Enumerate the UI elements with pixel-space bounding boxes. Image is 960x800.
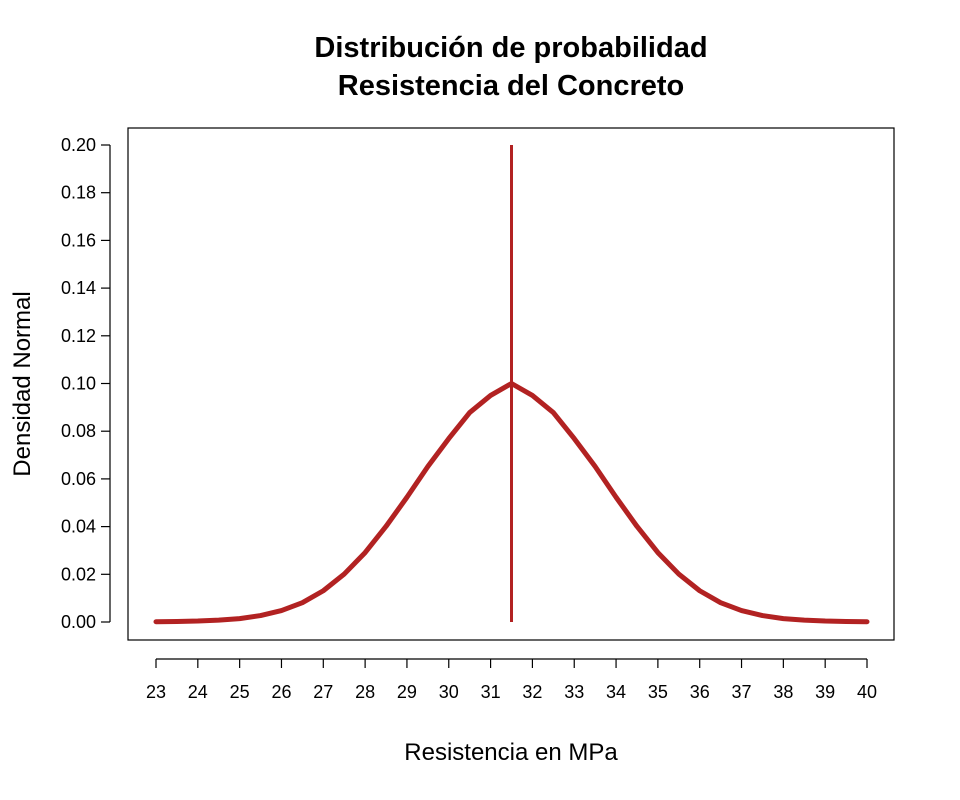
x-tick-label: 33 xyxy=(564,682,584,702)
x-tick-label: 36 xyxy=(690,682,710,702)
y-tick-label: 0.14 xyxy=(61,278,96,298)
x-axis: 23 24 25 26 27 28 29 30 31 32 33 34 35 36 37 38 39 40 xyxy=(146,658,877,702)
y-tick-label: 0.18 xyxy=(61,183,96,203)
y-tick-label: 0.16 xyxy=(61,230,96,250)
x-tick-label: 30 xyxy=(439,682,459,702)
x-tick-label: 31 xyxy=(481,682,501,702)
x-tick-label: 25 xyxy=(230,682,250,702)
x-tick-label: 39 xyxy=(815,682,835,702)
chart-subtitle: Resistencia del Concreto xyxy=(338,70,685,102)
x-tick-label: 26 xyxy=(271,682,291,702)
y-tick-label: 0.20 xyxy=(61,135,96,155)
y-axis: 0.00 0.02 0.04 0.06 0.08 0.10 0.12 0.14 0.16 0.18… xyxy=(61,135,111,632)
chart-title: Distribución de probabilidad xyxy=(314,32,707,64)
y-tick-label: 0.12 xyxy=(61,326,96,346)
plot-frame xyxy=(127,127,895,641)
x-tick-label: 34 xyxy=(606,682,626,702)
x-tick-label: 28 xyxy=(355,682,375,702)
x-axis-label: Resistencia en MPa xyxy=(404,739,618,766)
y-axis-label: Densidad Normal xyxy=(9,291,36,476)
x-tick-label: 40 xyxy=(857,682,877,702)
x-tick-label: 29 xyxy=(397,682,417,702)
x-tick-label: 27 xyxy=(313,682,333,702)
y-tick-label: 0.02 xyxy=(61,564,96,584)
y-tick-label: 0.10 xyxy=(61,374,96,394)
x-tick-label: 38 xyxy=(773,682,793,702)
y-tick-label: 0.06 xyxy=(61,469,96,489)
x-tick-label: 35 xyxy=(648,682,668,702)
x-tick-label: 32 xyxy=(522,682,542,702)
x-tick-label: 24 xyxy=(188,682,208,702)
y-tick-label: 0.00 xyxy=(61,612,96,632)
plot-layer xyxy=(153,145,870,625)
y-tick-label: 0.04 xyxy=(61,517,96,537)
x-tick-label: 37 xyxy=(732,682,752,702)
x-tick-label: 23 xyxy=(146,682,166,702)
y-tick-label: 0.08 xyxy=(61,421,96,441)
